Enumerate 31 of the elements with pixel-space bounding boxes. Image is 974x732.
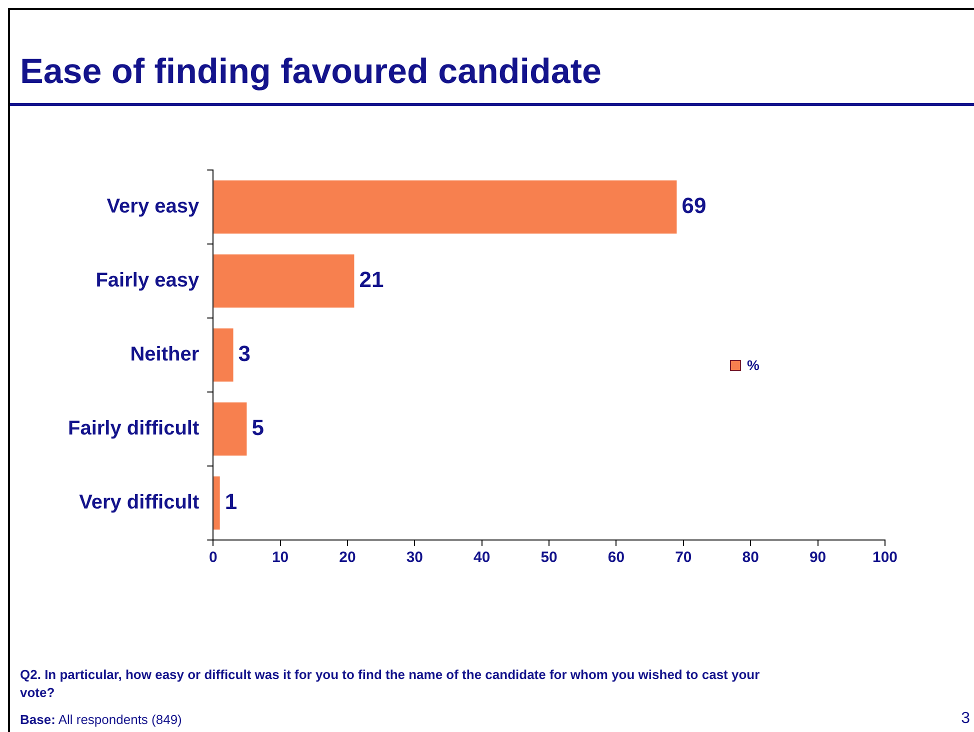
x-tick-label: 0 [208,549,218,566]
x-tick-label: 80 [742,549,759,566]
bar [214,476,220,530]
x-tick-label: 10 [272,549,289,566]
text: Q2. In particular, how easy or difficult was it for you to find the name of the candidate for whom you wished to cast your vote? [20,666,761,702]
chart-title: Ease of finding favoured candidate [20,52,602,92]
y-tick-label: Fairly easy [96,270,200,292]
text: 3 [961,710,970,728]
x-tick-label: 70 [675,549,692,566]
y-tick-label: Neither [130,344,200,366]
bar [214,402,247,456]
x-tick-label: 60 [608,549,625,566]
bar [214,180,677,234]
data-label: 1 [224,489,238,514]
y-tick-label: Very difficult [79,492,200,514]
x-tick-label: 40 [474,549,490,566]
bar [214,328,234,382]
x-tick-label: 100 [872,549,898,566]
data-label: 3 [238,341,251,366]
x-tick-label: 90 [809,549,826,566]
bar [214,254,354,308]
data-label: 69 [682,193,706,218]
data-label: 5 [252,415,264,440]
legend-label: % [747,357,760,373]
x-tick-label: 20 [339,549,356,566]
y-tick-label: Very easy [106,196,200,218]
x-tick-label: 30 [406,549,424,566]
data-label: 21 [359,267,384,292]
x-tick-label: 50 [540,549,558,566]
y-tick-label: Fairly difficult [68,418,200,440]
text: Base: All respondents (849) [20,712,182,727]
